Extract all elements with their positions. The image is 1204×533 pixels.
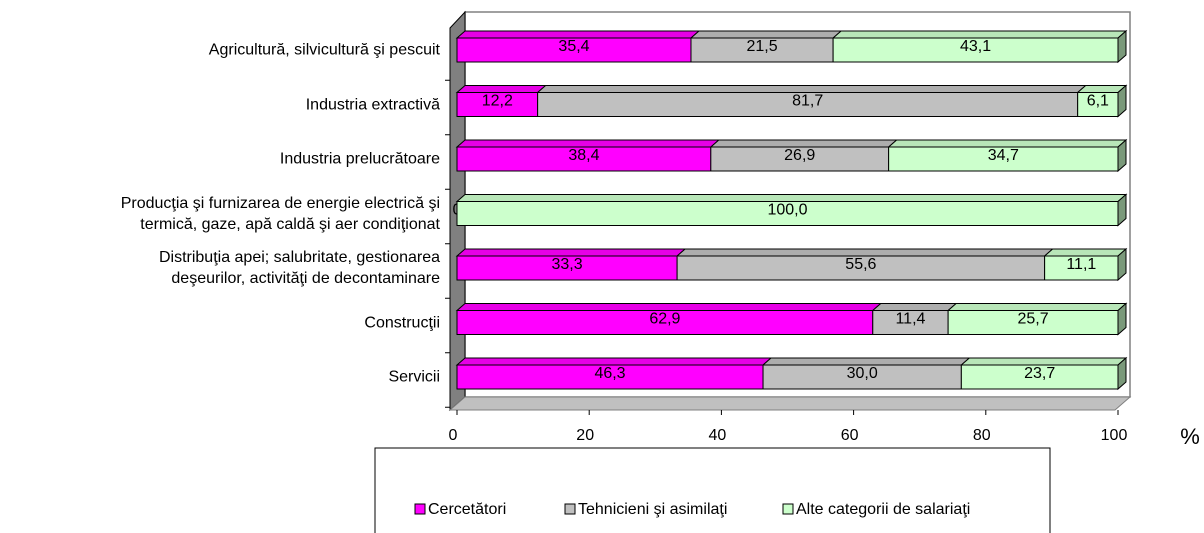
value-label: 46,3 (594, 365, 625, 382)
legend-label: Alte categorii de salariaţi (796, 501, 970, 518)
bar-segment (960, 364, 1119, 390)
value-label: 81,7 (792, 93, 823, 110)
value-label: 62,9 (649, 311, 680, 328)
value-label: 12,2 (482, 93, 513, 110)
bar-top (455, 194, 1128, 202)
bar-segment (1044, 255, 1119, 281)
bar-segment (456, 37, 692, 63)
value-label: 100,0 (767, 202, 807, 219)
value-label: 55,6 (845, 256, 876, 273)
legend-swatch (414, 503, 426, 515)
bar-top (675, 248, 1054, 257)
bar-top (455, 357, 773, 366)
y-tick-label: Agricultură, silvicultură şi pescuit (208, 41, 440, 59)
y-tick-label: Industria extractivă (305, 96, 440, 113)
bar-segment (1077, 92, 1119, 117)
bar-segment (690, 37, 834, 63)
bar-segment (456, 92, 539, 117)
bar-top (709, 139, 898, 148)
legend-label: Cercetători (428, 501, 506, 518)
bar-top (455, 303, 883, 311)
x-tick-label: 80 (973, 427, 991, 444)
bar-top (871, 303, 958, 311)
legend-swatch (782, 503, 794, 515)
bar-top (536, 85, 1088, 93)
legend-swatch (564, 503, 576, 515)
value-label: 21,5 (746, 38, 777, 55)
value-label: 25,7 (1017, 311, 1048, 328)
y-tick-label: Producţia şi furnizarea de energie elect… (120, 194, 440, 233)
value-label: 33,3 (551, 256, 582, 273)
bar-segment (537, 92, 1079, 117)
y-tick-label: Industria prelucrătoare (279, 150, 440, 168)
bar-top (689, 30, 843, 39)
legend-box (374, 447, 1051, 533)
bar-top (761, 357, 971, 366)
bar-top (960, 357, 1128, 366)
bar-top (887, 139, 1128, 148)
bar-top (831, 30, 1128, 39)
x-axis-label: % (1180, 424, 1200, 449)
bar-segment (456, 255, 678, 281)
value-label: 34,7 (988, 147, 1019, 164)
bar-segment (710, 146, 890, 172)
value-label: 6,1 (1087, 93, 1109, 110)
legend-label: Tehnicieni şi asimilaţi (578, 501, 727, 518)
bar-top (455, 139, 721, 148)
x-tick-label: 40 (709, 427, 727, 444)
bar-end (1117, 29, 1127, 64)
x-tick-label: 20 (576, 427, 594, 444)
bar-top (946, 303, 1128, 311)
value-label: 23,7 (1024, 365, 1055, 382)
bar-top (1043, 248, 1128, 257)
value-label: 35,4 (558, 38, 589, 55)
bar-end (1117, 302, 1127, 336)
bar-end (1117, 138, 1127, 173)
value-label: 38,4 (568, 147, 599, 164)
bar-segment (947, 310, 1119, 335)
floor (448, 396, 1132, 411)
x-tick-label: 60 (841, 427, 859, 444)
bar-segment (456, 146, 712, 172)
x-tick-label: 100 (1101, 427, 1128, 444)
y-tick-label: Servicii (388, 368, 440, 386)
bar-top (455, 85, 547, 93)
bar-end (1117, 247, 1127, 282)
value-label: 43,1 (960, 38, 991, 55)
y-tick-label: Distribuţia apei; salubritate, gestionar… (158, 249, 440, 287)
value-label: 30,0 (847, 365, 878, 382)
bar-top (455, 248, 687, 257)
x-tick-label: 0 (449, 427, 458, 444)
bar-top (455, 30, 701, 39)
bar-segment (456, 364, 764, 390)
bar-end (1117, 84, 1127, 118)
value-label: 26,9 (784, 147, 815, 164)
bar-end (1117, 193, 1127, 227)
bar-end (1117, 356, 1127, 391)
value-label: 11,4 (895, 311, 925, 328)
y-tick-label: Construcţii (364, 314, 440, 331)
value-label: 11,1 (1066, 256, 1096, 273)
